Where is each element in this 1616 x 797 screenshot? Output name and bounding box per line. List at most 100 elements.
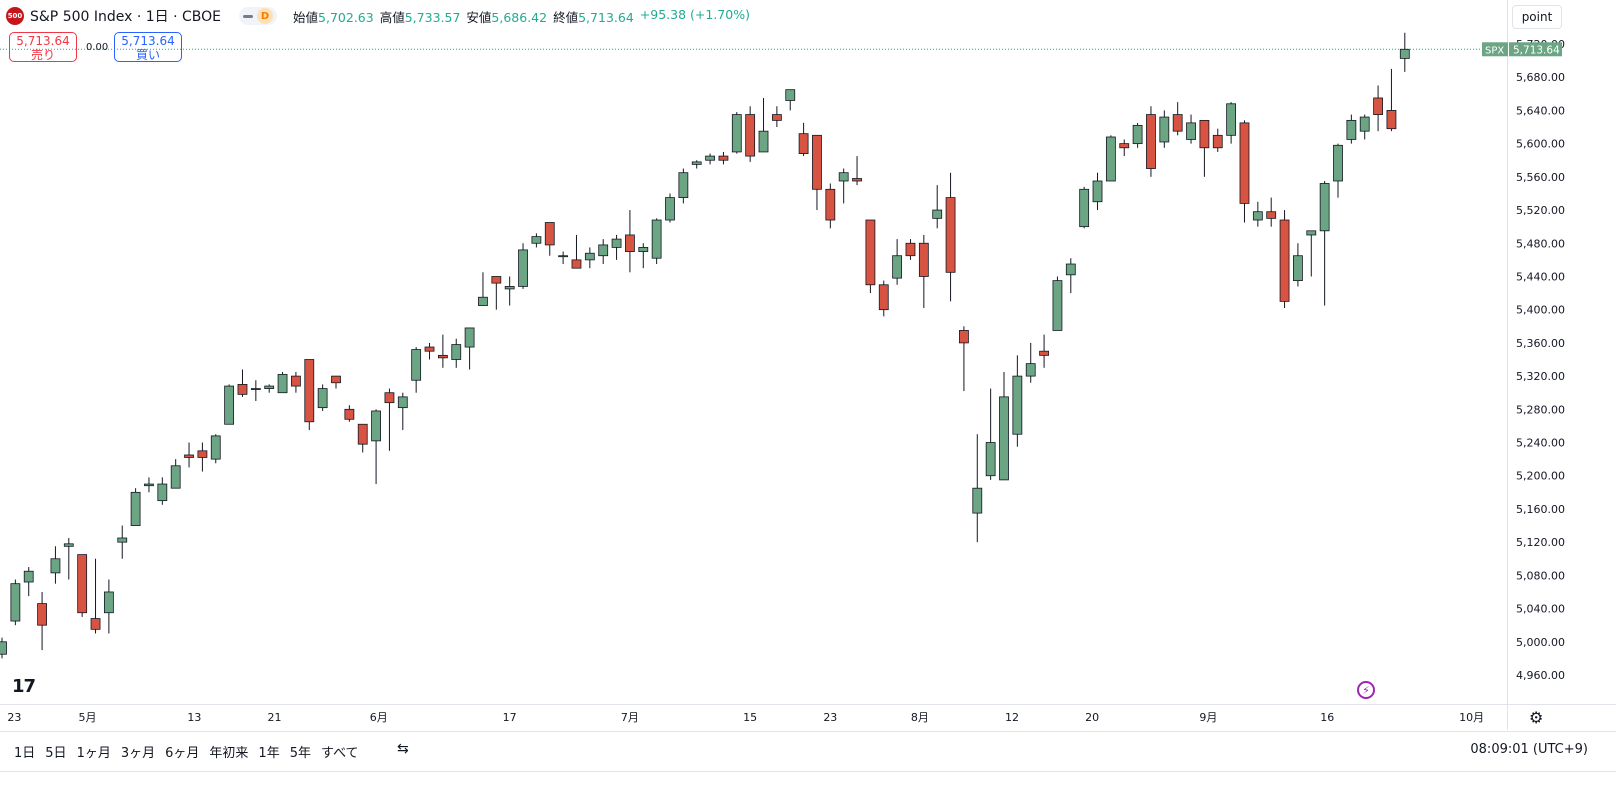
range-1d[interactable]: 1日 (14, 745, 36, 761)
candle[interactable] (892, 239, 903, 285)
candle[interactable] (1266, 197, 1277, 227)
candle[interactable] (197, 442, 208, 472)
symbol-logo[interactable]: 500 (6, 7, 24, 25)
candle[interactable] (371, 409, 381, 485)
candle[interactable] (103, 579, 114, 634)
candle[interactable] (625, 210, 635, 273)
calendar-range-icon[interactable]: ⇆ (397, 741, 409, 757)
candle[interactable] (157, 477, 168, 505)
candle[interactable] (1105, 135, 1116, 182)
candle[interactable] (0, 637, 7, 659)
scale-mode-button[interactable]: point (1512, 5, 1562, 29)
candle[interactable] (411, 347, 422, 393)
market-status-pill[interactable]: D (239, 7, 278, 25)
candle[interactable] (1146, 106, 1156, 177)
candle[interactable] (170, 459, 181, 489)
candle[interactable] (1025, 342, 1036, 383)
candle[interactable] (584, 247, 595, 269)
candle[interactable] (558, 251, 569, 265)
range-5y[interactable]: 5年 (289, 745, 311, 761)
candle[interactable] (210, 434, 221, 464)
candle[interactable] (959, 326, 969, 392)
candle[interactable] (985, 388, 996, 480)
candle[interactable] (1386, 68, 1397, 132)
candle[interactable] (1333, 143, 1343, 198)
candle[interactable] (1346, 114, 1357, 144)
symbol-title[interactable]: S&P 500 Index · 1日 · CBOE (30, 9, 222, 25)
range-1y[interactable]: 1年 (258, 745, 280, 761)
candle[interactable] (678, 168, 689, 204)
candle[interactable] (1399, 32, 1410, 72)
range-all[interactable]: すべて (320, 745, 359, 761)
candle[interactable] (250, 380, 261, 402)
candle[interactable] (491, 276, 502, 310)
candle[interactable] (838, 168, 849, 204)
range-3m[interactable]: 3ヶ月 (120, 745, 156, 761)
candle[interactable] (1226, 102, 1237, 144)
candle[interactable] (544, 222, 555, 256)
candle[interactable] (518, 243, 528, 289)
candle[interactable] (424, 342, 435, 360)
candle[interactable] (130, 488, 141, 526)
candle[interactable] (1132, 122, 1143, 148)
candle[interactable] (464, 327, 475, 370)
sell-button[interactable]: 5,713.64 売り (9, 32, 77, 62)
candle[interactable] (1279, 210, 1290, 309)
candle[interactable] (1252, 201, 1263, 227)
candle[interactable] (304, 359, 315, 431)
candle[interactable] (731, 112, 742, 154)
candle[interactable] (812, 134, 822, 211)
candle[interactable] (50, 546, 61, 584)
candle[interactable] (1012, 355, 1023, 447)
candle[interactable] (184, 442, 194, 468)
candle[interactable] (264, 384, 275, 393)
candle[interactable] (665, 193, 675, 223)
candle[interactable] (571, 234, 582, 269)
candle[interactable] (651, 218, 662, 265)
candle[interactable] (1172, 102, 1183, 136)
candle[interactable] (918, 234, 929, 309)
candle[interactable] (531, 233, 542, 248)
candle[interactable] (932, 185, 943, 229)
candle[interactable] (10, 579, 21, 626)
candle[interactable] (451, 338, 462, 368)
candle[interactable] (504, 276, 515, 306)
candle[interactable] (144, 477, 154, 493)
candle[interactable] (1159, 110, 1170, 148)
candle[interactable] (331, 375, 341, 389)
candle[interactable] (397, 392, 408, 431)
candle[interactable] (1092, 172, 1103, 211)
candle[interactable] (638, 243, 649, 269)
candle[interactable] (972, 434, 983, 543)
candle[interactable] (23, 567, 34, 597)
candle[interactable] (718, 151, 729, 165)
candle[interactable] (1239, 120, 1250, 223)
candle[interactable] (785, 89, 796, 111)
tradingview-logo[interactable]: 17 (12, 676, 36, 697)
time-axis[interactable]: 23 5月 13 21 6月 17 7月 15 23 8月 12 20 9月 16 10月 (7, 711, 1484, 724)
candle[interactable] (37, 591, 47, 651)
candle[interactable] (611, 234, 622, 260)
candle[interactable] (224, 384, 235, 425)
candle[interactable] (865, 219, 876, 294)
candle[interactable] (1212, 128, 1223, 152)
range-5d[interactable]: 5日 (45, 745, 67, 761)
candle[interactable] (1319, 180, 1330, 306)
candle[interactable] (1373, 85, 1383, 132)
candle[interactable] (1052, 276, 1063, 331)
candle[interactable] (691, 160, 702, 169)
candle[interactable] (798, 122, 809, 157)
candle[interactable] (745, 106, 756, 162)
candle[interactable] (1293, 243, 1303, 287)
candle[interactable] (852, 156, 862, 186)
clock[interactable]: 08:09:01 (UTC+9) (1470, 742, 1588, 757)
candle[interactable] (344, 405, 355, 422)
candle[interactable] (758, 97, 769, 153)
lightning-icon[interactable]: ⚡ (1357, 681, 1375, 699)
range-1m[interactable]: 1ヶ月 (76, 745, 111, 761)
candle[interactable] (905, 239, 916, 260)
candle[interactable] (1079, 186, 1090, 229)
candle[interactable] (90, 558, 101, 634)
candle[interactable] (1039, 334, 1049, 368)
